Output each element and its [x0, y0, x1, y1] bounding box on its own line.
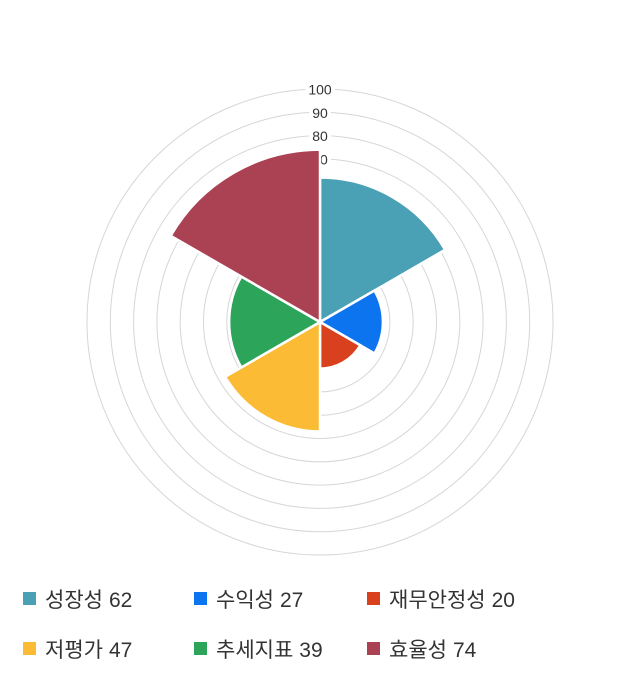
legend-color-swatch [194, 591, 207, 605]
radial-tick-bg-100 [305, 81, 335, 97]
legend-color-swatch [23, 591, 36, 605]
legend-category-value: 47 [108, 639, 133, 662]
legend-label-text: 효율성 74 [389, 634, 476, 664]
radial-tick-label-90: 90 [312, 105, 328, 121]
radial-tick-label-100: 100 [308, 82, 332, 98]
legend-label-text: 저평가 47 [45, 634, 132, 664]
rose-sector-1[interactable] [318, 176, 447, 325]
legend-item-4[interactable]: 저평가 47 [23, 634, 132, 664]
radial-tick-bg-80 [309, 128, 331, 144]
legend-category-name: 추세지표 [216, 639, 294, 662]
legend-category-name: 수익성 [216, 589, 274, 612]
legend-item-5[interactable]: 추세지표 39 [194, 634, 323, 664]
legend-color-swatch [367, 641, 380, 655]
legend-category-value: 27 [279, 589, 304, 612]
legend-item-2[interactable]: 수익성 27 [194, 584, 303, 614]
rose-sector-5[interactable] [227, 274, 323, 370]
legend-item-6[interactable]: 효율성 74 [367, 634, 476, 664]
legend-label-text: 성장성 62 [45, 584, 132, 614]
legend-color-swatch [23, 641, 36, 655]
legend-label-text: 추세지표 39 [216, 634, 323, 664]
legend-color-swatch [367, 591, 380, 605]
legend-color-swatch [194, 641, 207, 655]
legend-category-name: 재무안정성 [389, 589, 486, 612]
legend-category-value: 62 [108, 589, 133, 612]
radial-tick-label-80: 80 [312, 128, 328, 144]
legend-item-1[interactable]: 성장성 62 [23, 584, 132, 614]
legend-category-value: 39 [299, 639, 323, 662]
legend-label-text: 재무안정성 20 [389, 584, 515, 614]
rose-sector-2[interactable] [317, 288, 385, 356]
rose-sector-4[interactable] [223, 319, 322, 433]
legend-category-name: 저평가 [45, 639, 103, 662]
rose-sector-6[interactable] [168, 148, 322, 325]
legend-category-name: 효율성 [389, 639, 447, 662]
legend-category-value: 74 [452, 639, 477, 662]
legend-item-3[interactable]: 재무안정성 20 [367, 584, 515, 614]
legend-category-name: 성장성 [45, 589, 103, 612]
radial-tick-bg-90 [309, 104, 331, 120]
legend-category-value: 20 [491, 589, 515, 612]
rose-chart: 708090100 [86, 81, 554, 556]
legend-label-text: 수익성 27 [216, 584, 303, 614]
